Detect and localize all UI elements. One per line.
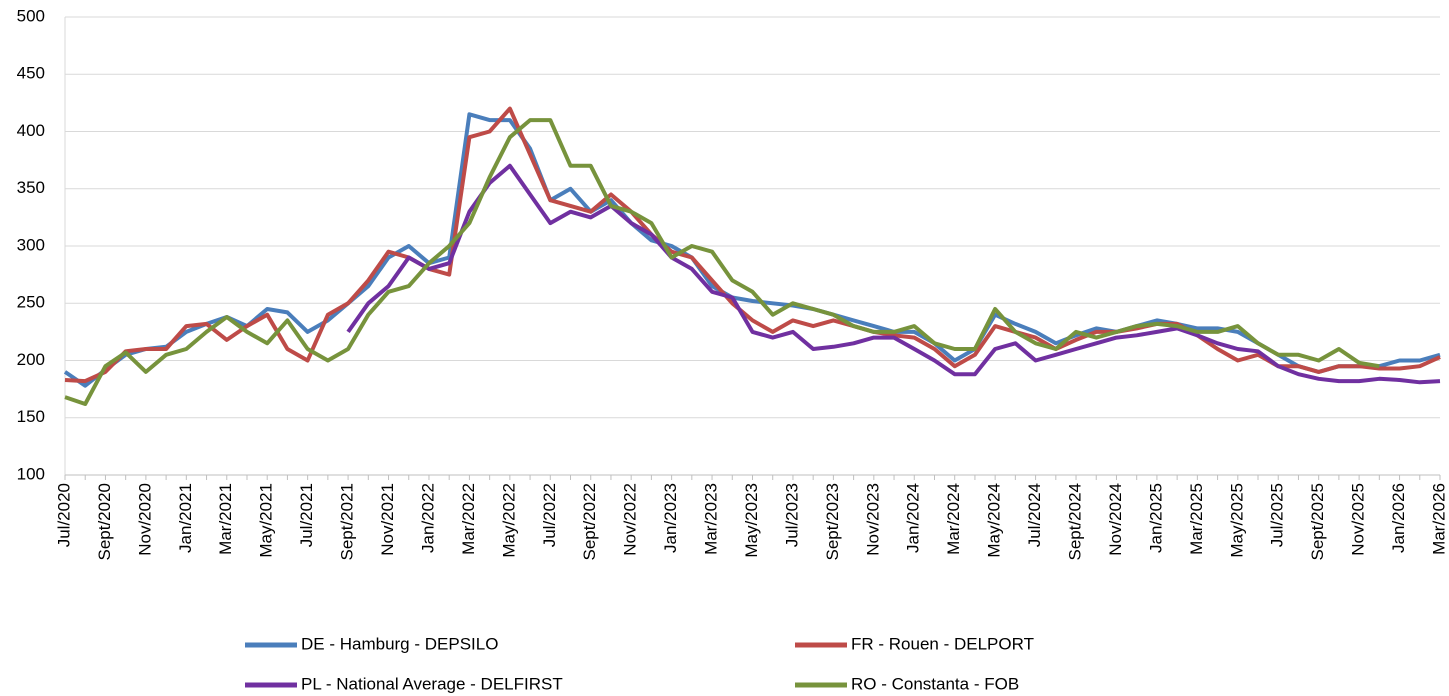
x-tick-label: Sept/2021 bbox=[338, 483, 357, 561]
series-line bbox=[64, 118, 1380, 406]
x-tick-label: Jul/2022 bbox=[540, 483, 559, 547]
x-tick-label: Jan/2022 bbox=[418, 483, 437, 553]
x-tick-label: Jan/2026 bbox=[1389, 483, 1408, 553]
x-tick-label: Jul/2024 bbox=[1025, 483, 1044, 547]
legend-label: RO - Constanta - FOB bbox=[851, 674, 1019, 693]
x-tick-label: Jan/2021 bbox=[176, 483, 195, 553]
series-line bbox=[64, 106, 1441, 384]
x-tick-label: Mar/2023 bbox=[702, 483, 721, 555]
x-tick-label: Nov/2025 bbox=[1349, 483, 1368, 556]
legend-label: FR - Rouen - DELPORT bbox=[851, 634, 1034, 653]
x-tick-label: Jul/2021 bbox=[297, 483, 316, 547]
x-tick-label: Sept/2022 bbox=[580, 483, 599, 561]
x-tick-label: Jan/2024 bbox=[904, 483, 923, 553]
x-tick-label: Nov/2021 bbox=[378, 483, 397, 556]
x-tick-label: Mar/2024 bbox=[944, 483, 963, 555]
x-tick-label: Jan/2025 bbox=[1146, 483, 1165, 553]
series-line bbox=[346, 163, 1441, 385]
y-tick-label: 300 bbox=[17, 235, 45, 254]
x-tick-label: Mar/2021 bbox=[216, 483, 235, 555]
x-tick-label: May/2021 bbox=[257, 483, 276, 558]
x-tick-label: Sept/2025 bbox=[1308, 483, 1327, 561]
y-tick-label: 500 bbox=[17, 6, 45, 25]
legend-label: DE - Hamburg - DEPSILO bbox=[301, 634, 498, 653]
x-tick-label: Nov/2024 bbox=[1106, 483, 1125, 556]
x-tick-label: Nov/2022 bbox=[621, 483, 640, 556]
x-tick-label: Mar/2025 bbox=[1187, 483, 1206, 555]
x-tick-label: May/2024 bbox=[985, 483, 1004, 558]
y-tick-label: 150 bbox=[17, 407, 45, 426]
x-tick-label: May/2023 bbox=[742, 483, 761, 558]
x-tick-label: Jul/2025 bbox=[1268, 483, 1287, 547]
y-tick-label: 250 bbox=[17, 293, 45, 312]
x-tick-label: Mar/2022 bbox=[459, 483, 478, 555]
x-tick-label: May/2025 bbox=[1227, 483, 1246, 558]
y-tick-label: 350 bbox=[17, 178, 45, 197]
series-line bbox=[63, 112, 1441, 388]
x-tick-label: Nov/2020 bbox=[135, 483, 154, 556]
x-tick-label: Sept/2024 bbox=[1066, 483, 1085, 561]
y-tick-label: 400 bbox=[17, 121, 45, 140]
x-tick-label: Nov/2023 bbox=[863, 483, 882, 556]
x-tick-label: May/2022 bbox=[499, 483, 518, 558]
x-tick-label: Jul/2020 bbox=[54, 483, 73, 547]
x-tick-label: Sept/2023 bbox=[823, 483, 842, 561]
x-tick-label: Jul/2023 bbox=[782, 483, 801, 547]
x-tick-label: Mar/2026 bbox=[1429, 483, 1448, 555]
y-tick-label: 450 bbox=[17, 64, 45, 83]
y-tick-label: 200 bbox=[17, 350, 45, 369]
x-tick-label: Jan/2023 bbox=[661, 483, 680, 553]
x-tick-label: Sept/2020 bbox=[95, 483, 114, 561]
y-tick-label: 100 bbox=[17, 464, 45, 483]
legend-label: PL - National Average - DELFIRST bbox=[301, 674, 563, 693]
